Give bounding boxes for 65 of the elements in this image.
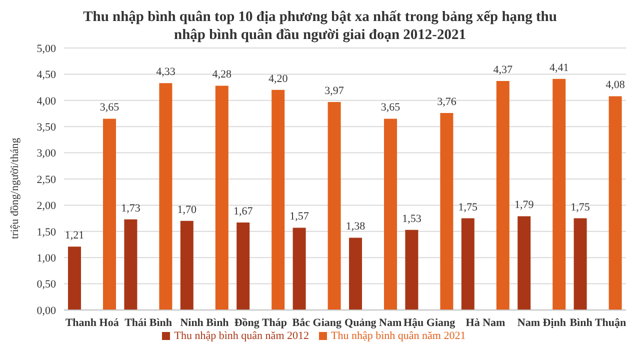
data-label: 4,33 — [156, 66, 176, 78]
legend-label: Thu nhập bình quân năm 2012 — [174, 330, 309, 342]
y-tick-label: 2,00 — [36, 200, 56, 212]
bar — [440, 112, 454, 310]
bar — [608, 96, 622, 310]
data-label: 4,20 — [268, 72, 288, 85]
bar — [272, 90, 285, 310]
bar — [103, 118, 116, 310]
y-tick-label: 4,00 — [36, 95, 56, 108]
data-label: 3,76 — [437, 96, 457, 108]
bar — [292, 228, 306, 310]
data-label: 4,41 — [549, 62, 569, 74]
bar — [349, 238, 362, 310]
y-tick-label: 0,00 — [36, 304, 56, 317]
x-tick-label: Bình Thuận — [570, 316, 626, 329]
y-tick-label: 4,50 — [36, 69, 56, 82]
y-tick-label: 5,00 — [36, 42, 56, 55]
x-tick-label: Thanh Hoá — [65, 316, 120, 329]
data-label: 1,21 — [64, 230, 84, 242]
y-axis-title: triệu đồng/người/tháng — [8, 137, 21, 239]
data-label: 1,73 — [121, 202, 141, 214]
data-label: 1,79 — [514, 199, 534, 212]
bar — [574, 218, 587, 310]
bar — [236, 222, 250, 310]
bar — [461, 218, 474, 310]
x-tick-label: Nam Định — [517, 316, 566, 329]
x-tick-label: Bắc Giang — [292, 316, 342, 329]
data-label: 1,75 — [570, 201, 590, 214]
data-label: 1,70 — [177, 204, 198, 216]
y-tick-label: 1,00 — [36, 252, 56, 265]
bar — [496, 81, 510, 310]
bar — [518, 216, 531, 310]
bar — [405, 230, 418, 310]
data-label: 3,97 — [324, 84, 344, 97]
data-label: 1,75 — [458, 201, 478, 214]
bar — [215, 86, 228, 310]
chart-title: Thu nhập bình quân top 10 địa phương bật xa nhất trong bảng xếp hạng thu nhập bình quân đầu người giai đoạn 2012-2021 — [82, 8, 558, 44]
x-tick-label: Thái Bình — [124, 316, 172, 329]
y-tick-label: 3,50 — [36, 122, 56, 134]
bar — [124, 219, 138, 310]
legend-label: Thu nhập bình quân năm 2021 — [331, 330, 466, 342]
data-label: 4,37 — [493, 64, 514, 76]
x-tick-label: Ninh Bình — [180, 316, 229, 329]
data-label: 4,08 — [606, 79, 626, 92]
x-tick-label: Đồng Tháp — [234, 316, 288, 329]
x-tick-label: Quảng Nam — [344, 316, 402, 329]
bar — [159, 83, 172, 310]
x-tick-label: Hà Nam — [466, 316, 506, 329]
data-label: 1,67 — [233, 205, 254, 218]
data-label: 1,53 — [402, 212, 422, 225]
y-tick-label: 2,50 — [36, 174, 56, 186]
data-label: 1,38 — [346, 220, 366, 233]
bar — [384, 118, 397, 310]
x-tick-label: Hậu Giang — [403, 316, 456, 329]
data-label: 3,65 — [100, 102, 120, 114]
data-label: 4,28 — [212, 68, 232, 81]
bar — [68, 246, 81, 310]
bar — [180, 220, 194, 310]
data-label: 3,65 — [380, 102, 401, 114]
bar — [552, 78, 566, 310]
y-tick-label: 0,50 — [36, 278, 56, 291]
bar — [328, 102, 341, 310]
y-tick-label: 3,00 — [36, 148, 56, 160]
y-tick-label: 1,50 — [36, 226, 56, 238]
data-label: 1,57 — [290, 210, 310, 223]
